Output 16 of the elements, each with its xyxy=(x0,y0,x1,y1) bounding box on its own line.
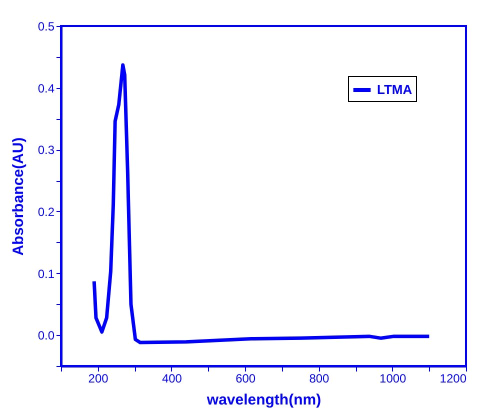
x-tick-label: 1000 xyxy=(380,372,407,386)
legend-label: LTMA xyxy=(377,82,413,97)
y-tick-label: 0.3 xyxy=(38,143,55,158)
y-tick-label: 0.5 xyxy=(38,20,55,34)
x-tick-label: 600 xyxy=(236,372,256,386)
x-tick-label: 400 xyxy=(162,372,182,386)
y-tick-label: 0.0 xyxy=(38,328,55,343)
y-axis-title: Absorbance(AU) xyxy=(10,137,27,256)
x-tick-label: 800 xyxy=(309,372,330,386)
x-tick-label: 200 xyxy=(88,372,109,386)
y-tick-label: 0.4 xyxy=(38,81,55,96)
y-tick-label: 0.1 xyxy=(38,266,55,281)
x-tick-label: 1200 xyxy=(440,372,467,386)
line-series xyxy=(92,63,431,344)
y-tick-label: 0.2 xyxy=(38,204,55,219)
x-axis-title: wavelength(nm) xyxy=(206,392,322,408)
